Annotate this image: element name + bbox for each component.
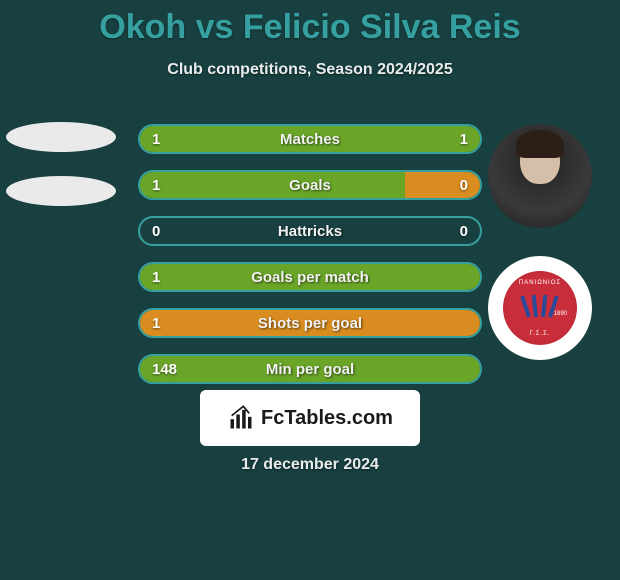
player-a-photo-placeholder <box>6 122 116 152</box>
stat-row: 1Goals per match <box>138 262 482 292</box>
stat-row-label: Goals <box>140 172 480 198</box>
page-title: Okoh vs Felicio Silva Reis <box>0 0 620 47</box>
player-b-photo <box>488 124 592 228</box>
stat-row: 148Min per goal <box>138 354 482 384</box>
stat-row-label: Shots per goal <box>140 310 480 336</box>
stat-rows: 11Matches 10Goals 00Hattricks 1Goals per ma… <box>138 124 482 400</box>
stat-row: 10Goals <box>138 170 482 200</box>
player-a-club-placeholder <box>6 176 116 206</box>
brand-watermark: FcTables.com <box>200 390 420 446</box>
stat-row: 11Matches <box>138 124 482 154</box>
stat-row: 1Shots per goal <box>138 308 482 338</box>
chart-icon <box>227 404 255 432</box>
right-side: ΠΑΝΙΩΝΙΟΣ 1890 Γ.Σ.Σ. <box>488 124 592 360</box>
stat-row-label: Goals per match <box>140 264 480 290</box>
brand-text: FcTables.com <box>261 407 393 430</box>
stat-row: 00Hattricks <box>138 216 482 246</box>
player-b-club-badge: ΠΑΝΙΩΝΙΟΣ 1890 Γ.Σ.Σ. <box>488 256 592 360</box>
subtitle: Club competitions, Season 2024/2025 <box>0 61 620 79</box>
date-text: 17 december 2024 <box>0 456 620 474</box>
badge-top-text: ΠΑΝΙΩΝΙΟΣ <box>503 280 577 286</box>
badge-stripes <box>527 295 553 321</box>
stat-row-label: Matches <box>140 126 480 152</box>
badge-year: 1890 <box>554 311 567 317</box>
stat-row-label: Hattricks <box>140 218 480 244</box>
left-placeholders <box>6 122 116 230</box>
badge-bottom-text: Γ.Σ.Σ. <box>503 331 577 337</box>
stat-row-label: Min per goal <box>140 356 480 382</box>
